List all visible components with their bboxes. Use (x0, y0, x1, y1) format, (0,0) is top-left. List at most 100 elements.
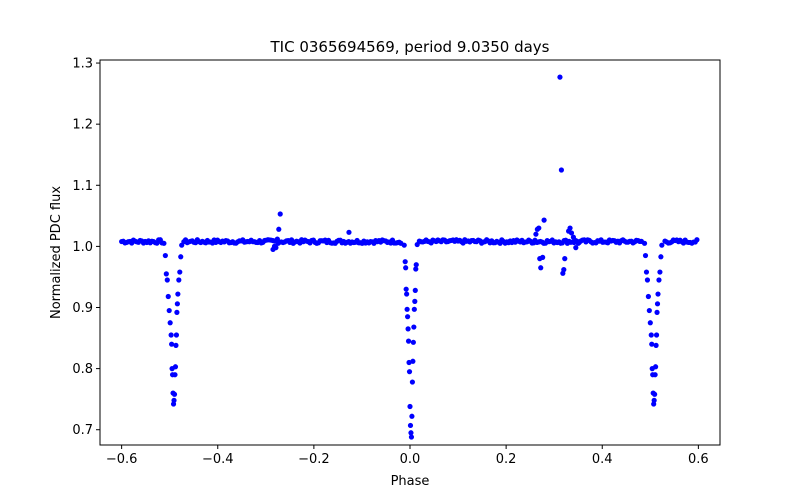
data-point (178, 254, 184, 260)
x-tick-label: 0.6 (688, 452, 709, 467)
data-point (162, 252, 168, 259)
x-tick-label: −0.4 (202, 452, 234, 467)
data-point (408, 430, 414, 436)
data-point (410, 358, 416, 364)
data-point (171, 391, 178, 397)
data-point (169, 341, 175, 347)
data-point (648, 332, 654, 338)
data-point (557, 74, 563, 80)
data-point (405, 314, 411, 320)
data-point (643, 269, 650, 275)
x-tick-label: 0.2 (496, 452, 517, 467)
x-tick-label: 0.4 (592, 452, 613, 467)
chart-title: TIC 0365694569, period 9.0350 days (269, 38, 549, 56)
data-point (647, 320, 653, 326)
y-axis-ticks: 0.7 0.8 0.9 1.0 1.1 1.2 1.3 (72, 57, 100, 438)
data-point (171, 397, 177, 403)
data-point (277, 211, 283, 217)
data-point (653, 364, 659, 370)
data-point (649, 341, 655, 347)
data-point (412, 298, 418, 304)
data-point (561, 267, 567, 273)
data-point (161, 240, 167, 246)
y-tick-label: 0.9 (72, 301, 93, 316)
data-point (653, 332, 660, 338)
data-point (403, 265, 409, 271)
data-point (411, 324, 417, 330)
data-point (646, 307, 652, 314)
data-point (570, 234, 577, 240)
data-point (172, 364, 179, 370)
data-point (411, 306, 417, 312)
data-point (540, 254, 546, 260)
x-tick-label: −0.6 (106, 452, 138, 467)
data-point (273, 245, 279, 251)
data-point (654, 301, 661, 307)
data-point (652, 391, 658, 397)
data-point (532, 237, 538, 243)
y-axis-label: Normalized PDC flux (49, 186, 64, 319)
data-point (541, 217, 547, 223)
data-point (575, 240, 581, 246)
data-point (163, 271, 169, 277)
data-point (175, 291, 181, 297)
data-point (409, 379, 415, 385)
data-point (179, 242, 185, 248)
data-point (402, 259, 408, 265)
data-point (558, 167, 565, 173)
data-point (654, 309, 660, 315)
data-point (533, 231, 539, 237)
data-point (173, 342, 179, 348)
data-point (573, 245, 579, 251)
data-point (174, 301, 180, 307)
data-point (410, 339, 416, 345)
data-point (644, 277, 651, 283)
data-point (653, 342, 659, 348)
data-point (641, 240, 648, 246)
x-axis-ticks: −0.6 −0.4 −0.2 0.0 0.2 0.4 0.6 (106, 445, 709, 467)
data-point (173, 332, 180, 338)
data-point (645, 293, 651, 300)
data-point (414, 241, 420, 248)
data-point (655, 291, 661, 297)
data-point (656, 277, 662, 283)
data-point (406, 369, 413, 375)
data-point (694, 237, 700, 243)
data-point (346, 229, 352, 235)
data-point (405, 338, 412, 344)
data-point (404, 291, 410, 297)
data-point (405, 326, 411, 332)
y-tick-label: 1.3 (72, 57, 93, 72)
data-point (567, 225, 573, 231)
data-point (167, 320, 173, 326)
data-point (274, 236, 280, 242)
data-point (168, 332, 174, 338)
data-point (413, 262, 419, 268)
data-point (177, 269, 183, 275)
data-point (404, 306, 410, 312)
data-point (409, 413, 415, 419)
y-tick-label: 1.2 (72, 118, 93, 133)
data-point (174, 309, 180, 315)
data-point (536, 225, 542, 231)
y-tick-label: 0.7 (72, 423, 93, 438)
y-tick-label: 0.8 (72, 362, 93, 377)
x-tick-label: −0.2 (298, 452, 330, 467)
data-point (659, 242, 665, 248)
data-points (119, 74, 700, 440)
data-point (538, 265, 544, 271)
x-axis-label: Phase (391, 474, 430, 489)
data-point (276, 226, 282, 232)
data-point (657, 269, 663, 275)
data-point (562, 256, 568, 262)
data-point (642, 252, 649, 259)
data-point (658, 254, 664, 260)
data-point (172, 372, 178, 378)
data-point (652, 372, 658, 378)
data-point (165, 293, 171, 300)
data-point (164, 277, 170, 283)
data-point (408, 434, 415, 440)
data-point (176, 277, 182, 283)
